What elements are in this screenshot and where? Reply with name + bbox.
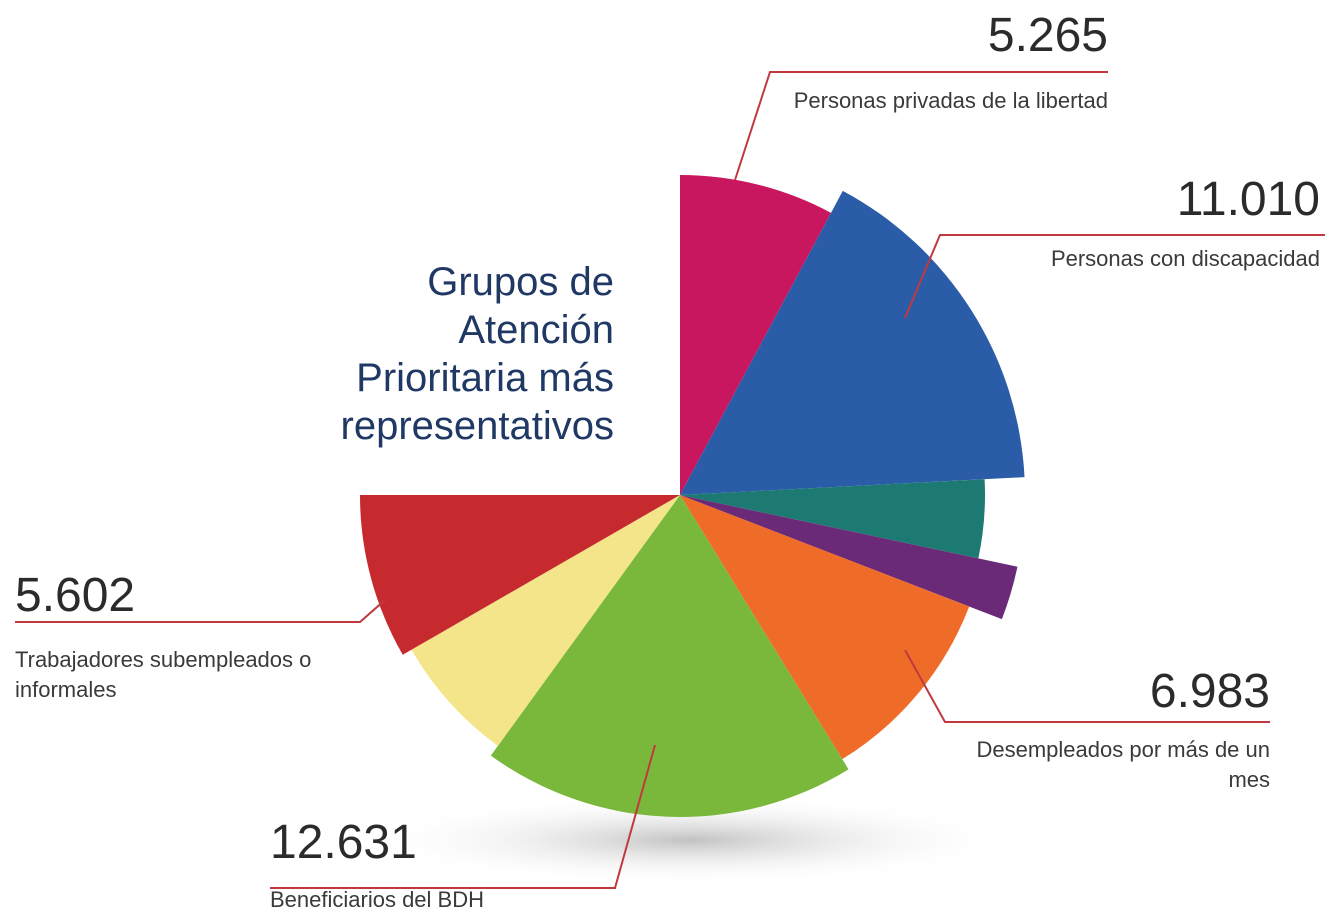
pie-slice <box>490 495 849 817</box>
leader-line <box>15 599 386 623</box>
leader-line <box>734 71 1108 181</box>
leader-line <box>904 234 1325 319</box>
value-label: 5.265 <box>987 9 1108 62</box>
value-label: 6.983 <box>1149 665 1270 718</box>
leader-line <box>904 649 1270 723</box>
value-label: 11.010 <box>1176 173 1320 226</box>
value-label: 12.631 <box>270 816 417 869</box>
shadow <box>360 795 1020 885</box>
category-label: Beneficiarios del BDH <box>270 887 484 912</box>
category-label: Personas con discapacidad <box>1050 246 1320 271</box>
leader-line <box>270 744 656 889</box>
pie-slice <box>680 495 1018 620</box>
pie-slice <box>360 495 680 655</box>
category-label: Trabajadores subempleados o informales <box>15 647 312 702</box>
pie-slice <box>680 190 1025 496</box>
pie-slice <box>680 495 970 760</box>
category-label: Desempleados por más de un mes <box>976 737 1271 792</box>
pie-slice <box>680 175 831 495</box>
pie-slice <box>411 495 680 746</box>
category-label: Personas privadas de la libertad <box>793 88 1108 113</box>
pie-slice <box>680 479 985 559</box>
value-label: 5.602 <box>15 569 136 622</box>
chart-title: Grupos de Atención Prioritaria más repre… <box>340 260 614 448</box>
